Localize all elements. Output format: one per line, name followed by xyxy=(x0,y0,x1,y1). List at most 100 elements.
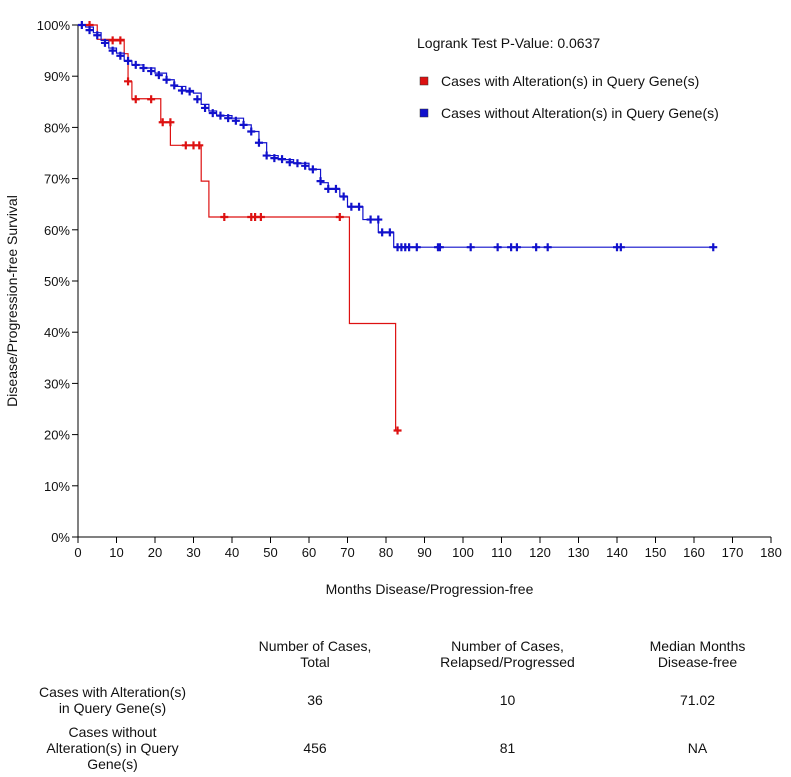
chart-axes xyxy=(77,25,771,538)
y-tick-label: 80% xyxy=(44,120,70,135)
x-tick-label: 10 xyxy=(109,545,123,560)
censor-mark-unaltered xyxy=(385,228,394,237)
legend-label-altered: Cases with Alteration(s) in Query Gene(s… xyxy=(441,73,699,89)
censor-mark-unaltered xyxy=(154,71,163,80)
y-tick-label: 0% xyxy=(51,530,70,545)
x-tick-label: 40 xyxy=(225,545,239,560)
censor-mark-unaltered xyxy=(532,243,541,252)
censor-mark-altered xyxy=(335,213,344,221)
censor-mark-altered xyxy=(158,118,167,127)
x-tick-label: 160 xyxy=(683,545,705,560)
censor-mark-unaltered xyxy=(108,46,117,55)
censor-mark-unaltered xyxy=(193,95,202,104)
censor-mark-altered xyxy=(256,213,265,221)
censor-mark-unaltered xyxy=(308,165,317,174)
summary-cell-relapsed: 81 xyxy=(499,740,516,756)
chart-legend: Cases with Alteration(s) in Query Gene(s… xyxy=(419,73,719,121)
legend-swatch-unaltered xyxy=(419,108,429,118)
censor-mark-unaltered xyxy=(247,127,256,136)
y-tick-label: 60% xyxy=(44,223,70,238)
censor-mark-unaltered xyxy=(116,51,125,60)
censor-mark-unaltered xyxy=(278,155,287,164)
censor-mark-altered xyxy=(108,36,117,45)
survival-chart: 0% 10% 20% 30% 40% 50% 60% 70% 80% 90% 100% 0 10 20 3… xyxy=(4,18,782,597)
y-tick-label: 90% xyxy=(44,69,70,84)
censor-mark-altered xyxy=(124,77,133,86)
censor-mark-unaltered xyxy=(347,202,356,211)
censor-mark-unaltered xyxy=(616,243,625,252)
censor-mark-unaltered xyxy=(709,243,718,252)
censor-mark-altered xyxy=(393,426,402,435)
censor-mark-altered xyxy=(131,95,140,104)
censor-mark-unaltered xyxy=(366,215,375,224)
censor-mark-unaltered xyxy=(466,243,475,252)
x-tick-label: 70 xyxy=(340,545,354,560)
summary-header-total: Number of Cases, Total xyxy=(258,638,372,670)
x-axis-title: Months Disease/Progression-free xyxy=(326,581,534,597)
censor-marks xyxy=(77,21,718,435)
summary-cell-relapsed: 10 xyxy=(499,692,516,708)
censor-mark-altered xyxy=(166,118,175,127)
summary-cell-median: NA xyxy=(687,740,708,756)
censor-mark-unaltered xyxy=(124,56,133,65)
censor-mark-unaltered xyxy=(512,243,521,252)
x-tick-label: 120 xyxy=(529,545,551,560)
censor-mark-altered xyxy=(147,95,156,104)
censor-mark-unaltered xyxy=(93,31,102,40)
x-tick-label: 20 xyxy=(148,545,162,560)
x-tick-label: 130 xyxy=(568,545,590,560)
legend-swatch-altered xyxy=(419,76,429,86)
series-line-altered xyxy=(78,24,398,432)
series-line-unaltered xyxy=(78,24,714,248)
censor-mark-unaltered xyxy=(285,158,294,167)
x-tick-label: 30 xyxy=(186,545,200,560)
censor-mark-unaltered xyxy=(216,111,225,120)
x-tick-label: 90 xyxy=(417,545,431,560)
censor-mark-unaltered xyxy=(405,243,414,252)
summary-cell-total: 456 xyxy=(303,740,327,756)
y-tick-label: 50% xyxy=(44,274,70,289)
y-axis-title: Disease/Progression-free Survival xyxy=(4,195,20,407)
censor-mark-unaltered xyxy=(208,109,217,118)
censor-mark-unaltered xyxy=(100,38,109,47)
censor-mark-unaltered xyxy=(493,243,502,252)
censor-mark-unaltered xyxy=(224,114,233,123)
summary-cell-total: 36 xyxy=(307,692,323,708)
x-tick-label: 80 xyxy=(379,545,393,560)
censor-mark-unaltered xyxy=(435,243,444,252)
censor-mark-unaltered xyxy=(201,103,210,112)
summary-row-label: Cases without Alteration(s) in Query Gene(… xyxy=(46,724,179,772)
censor-mark-unaltered xyxy=(293,159,302,168)
summary-header-median: Median Months Disease-free xyxy=(649,638,746,670)
censor-mark-unaltered xyxy=(131,60,140,69)
censor-mark-unaltered xyxy=(331,184,340,193)
censor-mark-unaltered xyxy=(254,138,263,147)
censor-mark-unaltered xyxy=(262,151,271,160)
censor-mark-unaltered xyxy=(162,75,171,84)
summary-header-relapsed: Number of Cases, Relapsed/Progressed xyxy=(440,638,575,670)
y-tick-label: 40% xyxy=(44,325,70,340)
summary-table-container: Number of Cases, Total Number of Cases, Re… xyxy=(0,630,791,774)
censor-mark-altered xyxy=(220,213,229,221)
legend-label-unaltered: Cases without Alteration(s) in Query Gen… xyxy=(441,105,719,121)
x-tick-label: 60 xyxy=(302,545,316,560)
summary-header-blank xyxy=(0,630,225,678)
censor-mark-unaltered xyxy=(339,192,348,201)
y-tick-label: 100% xyxy=(37,18,71,33)
summary-header-row: Number of Cases, Total Number of Cases, Re… xyxy=(0,630,785,678)
x-tick-label: 180 xyxy=(760,545,782,560)
censor-mark-unaltered xyxy=(77,21,86,29)
x-axis-ticks: 0 10 20 30 40 50 60 70 80 90 100 110 120 130 140 150 160… xyxy=(74,537,782,560)
censor-mark-altered xyxy=(181,141,190,150)
y-tick-label: 10% xyxy=(44,479,70,494)
censor-mark-unaltered xyxy=(239,120,248,129)
censor-mark-unaltered xyxy=(177,86,186,95)
logrank-pvalue-annotation: Logrank Test P-Value: 0.0637 xyxy=(417,35,600,51)
x-tick-label: 0 xyxy=(74,545,81,560)
censor-mark-unaltered xyxy=(543,243,552,252)
censor-mark-unaltered xyxy=(170,81,179,90)
summary-row-label: Cases with Alteration(s) in Query Gene(s) xyxy=(38,684,187,716)
y-tick-label: 70% xyxy=(44,172,70,187)
y-axis-ticks: 0% 10% 20% 30% 40% 50% 60% 70% 80% 90% 100% xyxy=(37,18,78,545)
x-tick-label: 100 xyxy=(452,545,474,560)
